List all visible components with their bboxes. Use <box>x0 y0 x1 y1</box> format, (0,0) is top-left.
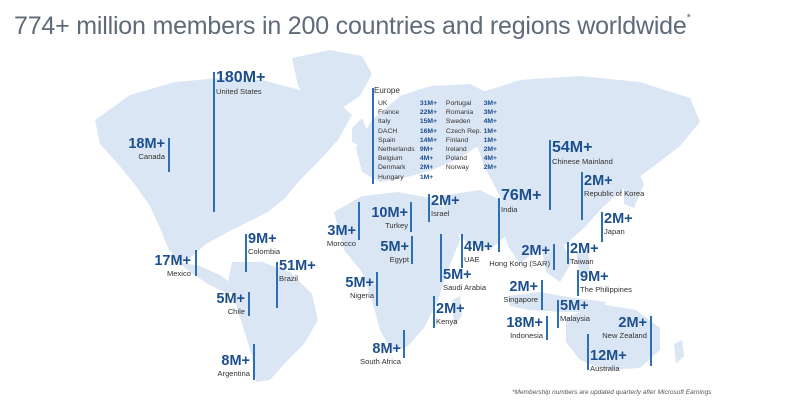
leader-line-turkey <box>410 202 412 232</box>
leader-line-nigeria <box>376 272 378 306</box>
leader-line-brazil <box>276 262 278 308</box>
stat-brazil: 51M+ Brazil <box>279 258 316 284</box>
stat-canada: 18M+ Canada <box>128 136 165 162</box>
leader-line-kenya <box>433 296 435 328</box>
leader-line-saudi <box>440 234 442 282</box>
stat-uae: 4M+ UAE <box>464 239 493 265</box>
leader-line-new-zealand <box>650 316 652 366</box>
stat-south-africa: 8M+ South Africa <box>360 341 401 367</box>
middle-east-landmass <box>440 190 512 250</box>
leader-line-egypt <box>411 236 413 264</box>
stat-hong-kong: 2M+ Hong Kong (SAR) <box>489 243 550 269</box>
leader-line-hongkong <box>553 244 555 270</box>
stat-egypt: 5M+ Egypt <box>380 239 409 265</box>
leader-line-south-africa <box>403 330 405 358</box>
leader-line-indonesia <box>546 316 548 340</box>
stat-republic-of-korea: 2M+ Republic of Korea <box>584 173 645 199</box>
table-row: UK 31M+ Portugal 3M+ <box>378 100 497 108</box>
leader-line-taiwan <box>567 242 569 264</box>
leader-line-mexico <box>195 250 197 276</box>
australia-landmass <box>566 304 660 370</box>
stat-india: 76M+ India <box>501 187 542 214</box>
leader-line-japan <box>601 212 603 242</box>
title-footnote-mark: * <box>686 12 691 24</box>
table-row: Spain 14M+ Finland 1M+ <box>378 136 497 144</box>
leader-line-india <box>498 198 500 252</box>
se-asia-landmass <box>540 240 572 282</box>
table-row: Hungary 1M+ <box>378 173 434 181</box>
europe-heading: Europe <box>374 86 400 95</box>
japan-landmass <box>624 166 644 208</box>
leader-line-malaysia <box>557 300 559 328</box>
stat-chile: 5M+ Chile <box>216 291 245 317</box>
india-landmass <box>496 206 546 264</box>
philippines-landmass <box>576 250 590 276</box>
stat-israel: 2M+ Israel <box>431 193 460 219</box>
europe-stats-panel: Europe UK 31M+ Portugal 3M+ France 22M+ Roman… <box>374 86 504 182</box>
stat-united-states: 180M+ United States <box>216 69 266 96</box>
stat-chinese-mainland: 54M+ Chinese Mainland <box>552 139 613 166</box>
leader-line-korea <box>581 172 583 220</box>
europe-stats-table: UK 31M+ Portugal 3M+ France 22M+ Romania 3M+ I… <box>374 99 504 182</box>
leader-line-philippines <box>577 270 579 296</box>
stat-indonesia: 18M+ Indonesia <box>506 315 543 341</box>
leader-line-china <box>549 140 551 210</box>
africa-landmass <box>334 192 460 352</box>
table-row: Belgium 4M+ Poland 4M+ <box>378 155 497 163</box>
stat-singapore: 2M+ Singapore <box>503 279 538 305</box>
leader-line-singapore <box>541 280 543 310</box>
table-row: DACH 16M+ Czech Rep. 1M+ <box>378 127 497 135</box>
south-america-landmass <box>228 262 318 382</box>
europe-landmass <box>356 84 494 182</box>
leader-line-argentina <box>253 344 255 380</box>
table-row: France 22M+ Romania 3M+ <box>378 109 497 117</box>
central-america-landmass <box>178 262 236 294</box>
stat-new-zealand: 2M+ New Zealand <box>602 315 647 341</box>
leader-line-us <box>213 72 215 212</box>
leader-line-canada <box>168 138 170 172</box>
stat-malaysia: 5M+ Malaysia <box>560 298 590 324</box>
footnote: *Membership numbers are updated quarterl… <box>512 389 712 396</box>
stat-kenya: 2M+ Kenya <box>436 301 465 327</box>
stat-nigeria: 5M+ Nigeria <box>345 275 374 301</box>
greenland-landmass <box>292 50 372 112</box>
stat-morocco: 3M+ Morocco <box>326 223 356 249</box>
stat-japan: 2M+ Japan <box>604 211 633 237</box>
new-zealand-landmass <box>674 340 684 364</box>
stat-taiwan: 2M+ Taiwan <box>570 241 599 267</box>
leader-line-australia <box>587 334 589 370</box>
page-title: 774+ million members in 200 countries an… <box>14 12 691 40</box>
table-row: Denmark 2M+ Norway 2M+ <box>378 164 497 172</box>
leader-line-israel <box>428 194 430 222</box>
stat-mexico: 17M+ Mexico <box>154 253 191 279</box>
uk-landmass <box>352 118 368 146</box>
leader-line-chile <box>248 292 250 316</box>
stat-philippines: 9M+ The Philippines <box>580 269 632 295</box>
leader-line-europe <box>372 88 374 184</box>
stat-argentina: 8M+ Argentina <box>217 353 250 379</box>
leader-line-morocco <box>358 202 360 240</box>
stat-australia: 12M+ Australia <box>590 348 627 374</box>
table-row: Italy 15M+ Sweden 4M+ <box>378 118 497 126</box>
madagascar-landmass <box>452 296 462 326</box>
leader-line-colombia <box>245 234 247 272</box>
stat-saudi-arabia: 5M+ Saudi Arabia <box>443 267 487 293</box>
stat-turkey: 10M+ Turkey <box>371 205 408 231</box>
leader-line-uae <box>461 234 463 268</box>
north-america-landmass <box>95 78 352 262</box>
stat-colombia: 9M+ Colombia <box>248 231 281 257</box>
table-row: Netherlands 9M+ Ireland 2M+ <box>378 146 497 154</box>
